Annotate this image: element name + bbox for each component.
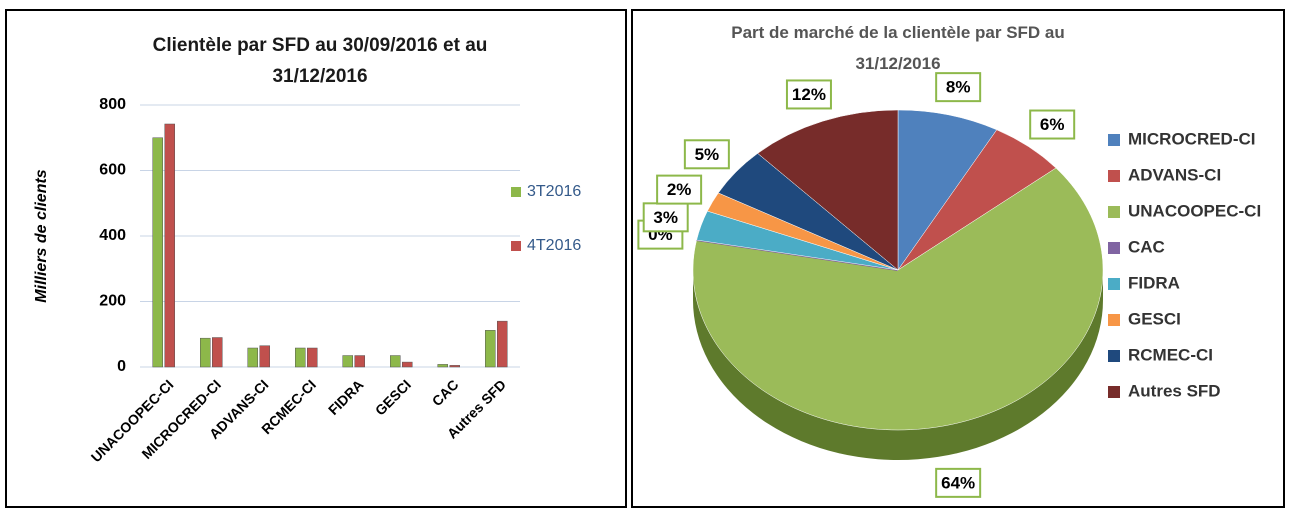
bar	[247, 347, 258, 368]
legend-swatch	[1108, 350, 1120, 362]
bar	[259, 345, 270, 368]
data-label: 12%	[792, 85, 826, 104]
bar	[449, 365, 460, 368]
data-label-box	[1029, 109, 1076, 140]
bar	[200, 337, 211, 368]
data-label-box	[935, 467, 982, 498]
y-axis-label: Milliers de clients	[33, 169, 50, 302]
legend-label: UNACOOPEC-CI	[1128, 201, 1261, 220]
data-label: 64%	[941, 473, 975, 492]
data-label-box	[642, 202, 689, 233]
pie-title: Part de marché de la clientèle par SFD a…	[731, 23, 1065, 73]
data-label: 3%	[653, 208, 678, 227]
data-label: 8%	[946, 78, 971, 97]
bar	[164, 123, 175, 368]
bar	[390, 355, 401, 368]
bar	[497, 320, 508, 368]
left-frame	[5, 9, 627, 508]
data-label-box	[935, 72, 982, 103]
legend-swatch	[1108, 386, 1120, 398]
bar	[354, 355, 365, 368]
data-label-box	[785, 79, 832, 110]
bar	[307, 347, 318, 368]
pie-slice	[897, 109, 998, 271]
bar	[212, 337, 223, 368]
legend-label: 4T2016	[527, 237, 581, 254]
legend-swatch	[1108, 314, 1120, 326]
data-label: 2%	[667, 180, 692, 199]
y-tick-label: 200	[99, 293, 126, 310]
y-tick-label: 0	[117, 358, 126, 375]
y-tick-label: 600	[99, 162, 126, 179]
bar	[485, 330, 496, 368]
legend-swatch	[511, 241, 521, 251]
legend-label: FIDRA	[1128, 273, 1180, 292]
data-label: 5%	[695, 145, 720, 164]
legend-label: Autres SFD	[1128, 381, 1221, 400]
legend-label: RCMEC-CI	[1128, 345, 1213, 364]
data-label-box	[656, 174, 703, 205]
bar	[402, 361, 413, 368]
y-tick-label: 800	[99, 96, 126, 113]
legend-label: ADVANS-CI	[1128, 165, 1221, 184]
legend-swatch	[1108, 206, 1120, 218]
bar	[437, 364, 448, 368]
legend-swatch	[1108, 278, 1120, 290]
bar	[295, 347, 306, 368]
legend-swatch	[1108, 170, 1120, 182]
y-tick-label: 400	[99, 227, 126, 244]
pie-slice	[692, 167, 1104, 431]
data-label-box	[683, 139, 730, 170]
legend-label: GESCI	[1128, 309, 1181, 328]
bar	[152, 137, 163, 368]
legend-label: CAC	[1128, 237, 1165, 256]
legend-swatch	[1108, 134, 1120, 146]
bar-title: Clientèle par SFD au 30/09/2016 et au 31/…	[153, 35, 488, 87]
legend-label: MICROCRED-CI	[1128, 129, 1256, 148]
legend-swatch	[511, 187, 521, 197]
legend-swatch	[1108, 242, 1120, 254]
bar	[342, 355, 353, 368]
data-label: 6%	[1040, 115, 1065, 134]
legend-label: 3T2016	[527, 183, 581, 200]
pie-slice	[757, 109, 899, 271]
